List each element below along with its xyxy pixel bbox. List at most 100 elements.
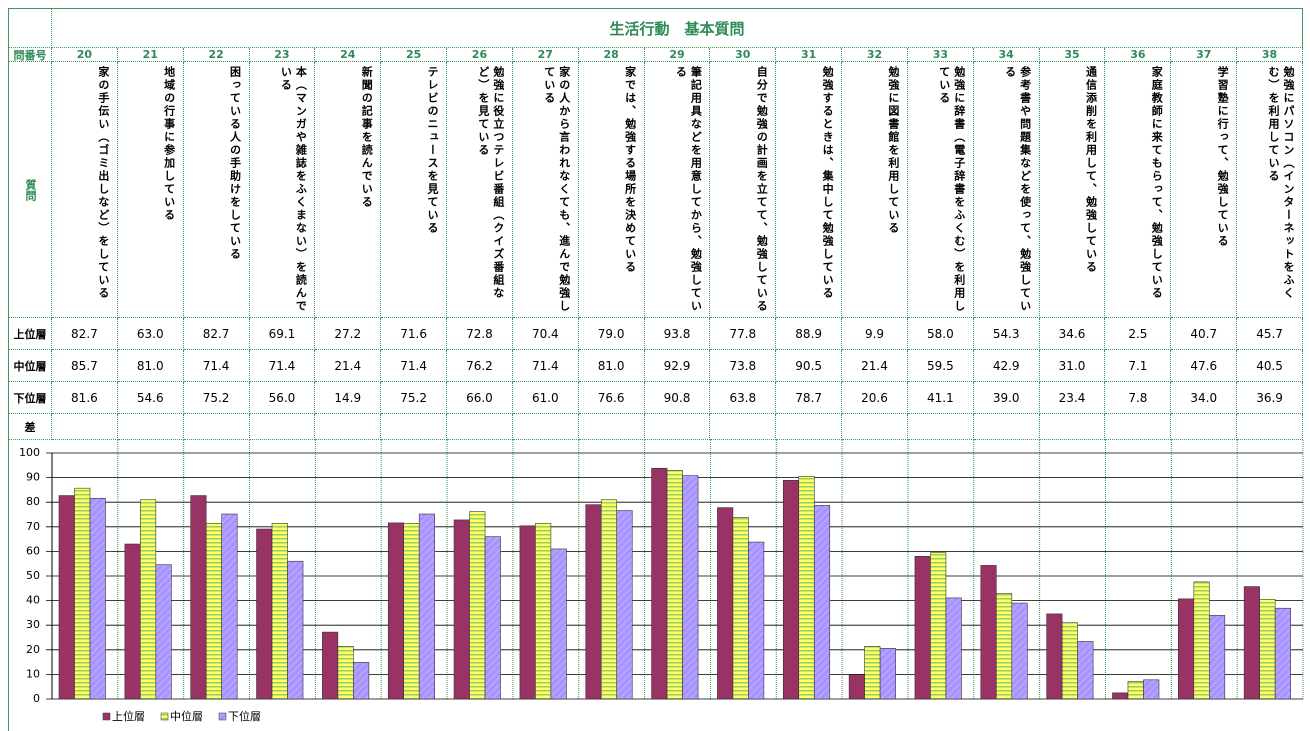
- question-number: 38: [1237, 48, 1303, 62]
- question-number: 37: [1171, 48, 1238, 62]
- bar: [782, 480, 800, 700]
- bar: [1274, 607, 1291, 700]
- value-cell: 71.6: [381, 318, 448, 350]
- value-cell: 34.6: [1039, 318, 1106, 350]
- diff-cell: [776, 414, 843, 440]
- value-cell: 31.0: [1039, 350, 1106, 382]
- question-number: 20: [52, 48, 118, 62]
- diff-cell: [117, 414, 184, 440]
- value-cell: 79.0: [578, 318, 645, 350]
- row-label: 上位層: [8, 318, 52, 350]
- value-cell: 85.7: [52, 350, 118, 382]
- bar: [600, 499, 618, 700]
- diff-cell: [1171, 414, 1238, 440]
- bar: [651, 467, 668, 700]
- bar: [287, 560, 304, 700]
- bar: [717, 507, 734, 700]
- question-text: 勉強に辞書（電子辞書をふくむ）を利用している: [907, 62, 974, 318]
- diff-cell: [578, 414, 645, 440]
- bar: [1259, 599, 1276, 700]
- legend-label: 下位層: [228, 709, 261, 723]
- bar: [256, 528, 273, 700]
- bar: [914, 556, 931, 700]
- value-cell: 81.0: [578, 350, 645, 382]
- value-cell: 42.9: [973, 350, 1040, 382]
- question-number: 35: [1039, 48, 1106, 62]
- diff-cell: [512, 414, 579, 440]
- value-cell: 71.4: [183, 350, 250, 382]
- bar: [1061, 622, 1078, 700]
- value-cell: 21.4: [315, 350, 382, 382]
- question-text: 新聞の記事を読んでいる: [315, 62, 382, 318]
- chart-left: [8, 440, 52, 731]
- value-cell: 66.0: [447, 382, 513, 414]
- legend-swatch: [160, 712, 169, 721]
- value-cell: 39.0: [973, 382, 1040, 414]
- bar: [748, 541, 765, 700]
- value-cell: 2.5: [1105, 318, 1172, 350]
- bar: [616, 510, 633, 700]
- value-cell: 70.4: [512, 318, 579, 350]
- bar: [418, 513, 436, 700]
- value-cell: 9.9: [842, 318, 908, 350]
- question-text: 勉強に役立つテレビ番組（クイズ番組など）を見ている: [447, 62, 513, 318]
- value-cell: 36.9: [1237, 382, 1303, 414]
- bar: [848, 674, 865, 700]
- y-tick-label: 50: [26, 569, 40, 582]
- value-cell: 41.1: [907, 382, 974, 414]
- value-cell: 20.6: [842, 382, 908, 414]
- bar: [682, 475, 699, 700]
- value-cell: 63.8: [710, 382, 777, 414]
- bar: [387, 522, 405, 700]
- question-number: 31: [776, 48, 843, 62]
- bar: [1011, 602, 1028, 700]
- bar: [1143, 679, 1160, 700]
- bar: [89, 497, 106, 700]
- bar: [124, 543, 141, 700]
- value-cell: 7.1: [1105, 350, 1172, 382]
- bar: [403, 523, 420, 700]
- bar: [58, 495, 75, 700]
- bar: [930, 552, 947, 700]
- question-text: 家の人から言われなくても、進んで勉強している: [512, 62, 579, 318]
- bar: [1193, 581, 1210, 700]
- bar: [337, 646, 354, 700]
- y-tick-label: 80: [26, 495, 40, 508]
- question-number: 26: [447, 48, 513, 62]
- question-number: 32: [842, 48, 908, 62]
- question-text: 本（マンガや雑誌をふくまない）を読んでいる: [249, 62, 316, 318]
- bar: [322, 631, 339, 700]
- question-text: テレビのニュースを見ている: [381, 62, 448, 318]
- bar: [879, 648, 896, 700]
- value-cell: 54.6: [117, 382, 184, 414]
- value-cell: 81.0: [117, 350, 184, 382]
- bar: [732, 517, 749, 700]
- bar: [798, 476, 815, 700]
- diff-cell: [381, 414, 448, 440]
- question-number: 21: [117, 48, 184, 62]
- value-cell: 71.4: [512, 350, 579, 382]
- bar: [140, 499, 157, 700]
- question-number: 23: [249, 48, 316, 62]
- value-cell: 77.8: [710, 318, 777, 350]
- diff-cell: [52, 414, 118, 440]
- bar: [945, 597, 962, 700]
- value-cell: 90.8: [644, 382, 711, 414]
- value-cell: 34.0: [1171, 382, 1238, 414]
- value-cell: 93.8: [644, 318, 711, 350]
- bar: [453, 519, 470, 700]
- value-cell: 72.8: [447, 318, 513, 350]
- corner: [8, 8, 52, 48]
- question-number: 34: [973, 48, 1040, 62]
- value-cell: 92.9: [644, 350, 711, 382]
- title: 生活行動 基本質問: [52, 8, 1303, 48]
- value-cell: 40.7: [1171, 318, 1238, 350]
- y-tick-label: 20: [26, 643, 40, 656]
- question-text: 勉強にパソコン（インターネットをふくむ）を利用している: [1237, 62, 1303, 318]
- legend-swatch: [102, 712, 111, 721]
- y-tick-label: 40: [26, 594, 40, 607]
- value-cell: 47.6: [1171, 350, 1238, 382]
- value-cell: 76.6: [578, 382, 645, 414]
- y-tick-label: 30: [26, 618, 40, 631]
- diff-cell: [1237, 414, 1303, 440]
